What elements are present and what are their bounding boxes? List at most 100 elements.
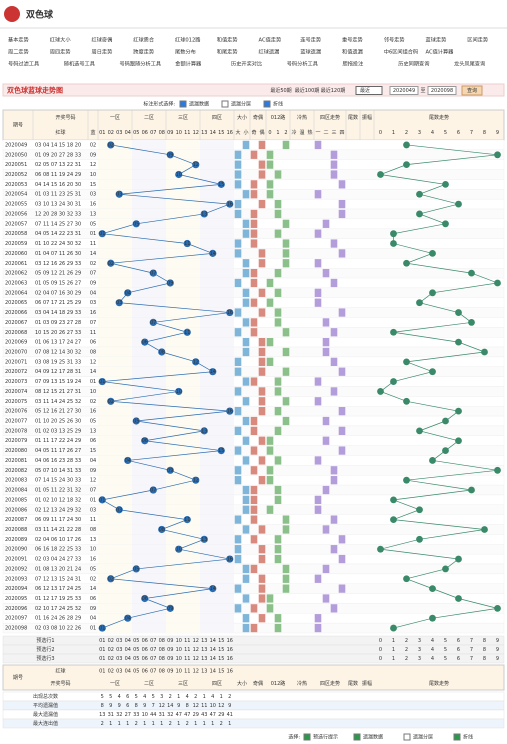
preselect-num[interactable]: 6: [457, 656, 460, 662]
nav-link[interactable]: 胆拖投注: [343, 60, 364, 68]
preselect-num[interactable]: 13: [201, 647, 207, 653]
preselect-num[interactable]: 07: [150, 638, 156, 644]
preselect-num[interactable]: 1: [392, 647, 395, 653]
range-link[interactable]: 最近120期: [321, 87, 346, 94]
preselect-num[interactable]: 12: [193, 638, 199, 644]
preselect-num[interactable]: 11: [184, 656, 190, 662]
preselect-num[interactable]: 04: [125, 638, 131, 644]
preselect-num[interactable]: 05: [133, 638, 139, 644]
preselect-num[interactable]: 1: [392, 638, 395, 644]
preselect-num[interactable]: 14: [210, 647, 216, 653]
preselect-num[interactable]: 0: [379, 638, 382, 644]
preselect-num[interactable]: 2: [405, 647, 408, 653]
nav-link[interactable]: 周四走势: [50, 48, 71, 56]
preselect-row[interactable]: [2, 635, 505, 646]
preselect-num[interactable]: 7: [470, 647, 473, 653]
nav-link[interactable]: 红球遗漏: [259, 48, 280, 56]
nav-link[interactable]: 历史开奖对比: [231, 60, 262, 68]
preselect-num[interactable]: 2: [405, 656, 408, 662]
nav-link[interactable]: 红球奇偶: [92, 36, 113, 44]
checkbox[interactable]: [221, 100, 229, 108]
preselect-num[interactable]: 03: [116, 656, 122, 662]
preselect-row[interactable]: [2, 653, 505, 664]
preselect-num[interactable]: 10: [176, 638, 182, 644]
preselect-num[interactable]: 3: [418, 656, 421, 662]
preselect-num[interactable]: 01: [99, 656, 105, 662]
preselect-row[interactable]: [2, 644, 505, 655]
preselect-num[interactable]: 4: [431, 638, 434, 644]
preselect-num[interactable]: 13: [201, 638, 207, 644]
checkbox[interactable]: [263, 100, 271, 108]
preselect-num[interactable]: 14: [210, 638, 216, 644]
preselect-num[interactable]: 10: [176, 656, 182, 662]
preselect-num[interactable]: 5: [444, 647, 447, 653]
preselect-num[interactable]: 09: [167, 638, 173, 644]
preselect-num[interactable]: 03: [116, 638, 122, 644]
to-input[interactable]: [427, 86, 457, 95]
from-input[interactable]: [389, 86, 419, 95]
preselect-num[interactable]: 06: [142, 656, 148, 662]
checkbox[interactable]: [403, 733, 411, 741]
nav-link[interactable]: 基本走势: [8, 36, 29, 44]
preselect-num[interactable]: 04: [125, 647, 131, 653]
nav-link[interactable]: 金额计算器: [175, 60, 202, 68]
preselect-num[interactable]: 09: [167, 656, 173, 662]
preselect-num[interactable]: 7: [470, 638, 473, 644]
preselect-num[interactable]: 15: [218, 638, 224, 644]
nav-link[interactable]: 号码跟随分析工具: [120, 60, 162, 68]
preselect-num[interactable]: 6: [457, 638, 460, 644]
preselect-num[interactable]: 16: [227, 647, 233, 653]
nav-link[interactable]: 红球质合: [133, 36, 155, 44]
preselect-num[interactable]: 3: [418, 638, 421, 644]
preselect-num[interactable]: 5: [444, 656, 447, 662]
nav-link[interactable]: 邻号走势: [384, 36, 405, 44]
preselect-num[interactable]: 0: [379, 647, 382, 653]
preselect-num[interactable]: 13: [201, 656, 207, 662]
preselect-num[interactable]: 4: [431, 656, 434, 662]
preselect-num[interactable]: 16: [227, 656, 233, 662]
preselect-num[interactable]: 4: [431, 647, 434, 653]
preselect-num[interactable]: 08: [159, 656, 165, 662]
query-text[interactable]: 查询: [467, 87, 477, 94]
nav-link[interactable]: 中6区间组合码: [384, 48, 418, 56]
nav-link[interactable]: 和值走势: [217, 36, 238, 44]
preselect-num[interactable]: 3: [418, 647, 421, 653]
preselect-num[interactable]: 07: [150, 647, 156, 653]
preselect-num[interactable]: 05: [133, 647, 139, 653]
preselect-num[interactable]: 15: [218, 656, 224, 662]
select-box[interactable]: [355, 86, 383, 95]
preselect-num[interactable]: 14: [210, 656, 216, 662]
preselect-num[interactable]: 7: [470, 656, 473, 662]
query-button[interactable]: [461, 85, 483, 96]
nav-link[interactable]: 蓝球走势: [426, 36, 447, 44]
checkbox[interactable]: [353, 733, 361, 741]
nav-link[interactable]: 历史同期查询: [398, 60, 429, 68]
preselect-num[interactable]: 01: [99, 638, 105, 644]
preselect-num[interactable]: 1: [392, 656, 395, 662]
preselect-num[interactable]: 02: [108, 638, 114, 644]
nav-link[interactable]: 周二走势: [8, 48, 29, 56]
preselect-num[interactable]: 16: [227, 638, 233, 644]
nav-link[interactable]: 连号走势: [300, 36, 321, 44]
preselect-num[interactable]: 09: [167, 647, 173, 653]
preselect-num[interactable]: 8: [483, 656, 486, 662]
nav-link[interactable]: 号码分析工具: [287, 60, 318, 68]
preselect-num[interactable]: 06: [142, 647, 148, 653]
preselect-num[interactable]: 07: [150, 656, 156, 662]
nav-link[interactable]: 重号走势: [342, 36, 363, 44]
preselect-num[interactable]: 6: [457, 647, 460, 653]
preselect-num[interactable]: 15: [218, 647, 224, 653]
preselect-num[interactable]: 04: [125, 656, 131, 662]
preselect-num[interactable]: 12: [193, 656, 199, 662]
nav-link[interactable]: 红球012路: [175, 36, 201, 44]
nav-link[interactable]: 跨度走势: [133, 48, 154, 56]
range-link[interactable]: 最近100期: [295, 87, 320, 94]
nav-link[interactable]: 随机选号工具: [64, 60, 95, 68]
nav-link[interactable]: 区间走势: [467, 36, 488, 44]
checkbox[interactable]: [453, 733, 461, 741]
checkbox[interactable]: [303, 733, 311, 741]
preselect-num[interactable]: 8: [483, 647, 486, 653]
nav-link[interactable]: 蓝球遗漏: [300, 48, 321, 56]
range-link[interactable]: 最近50期: [270, 87, 291, 94]
preselect-num[interactable]: 10: [176, 647, 182, 653]
